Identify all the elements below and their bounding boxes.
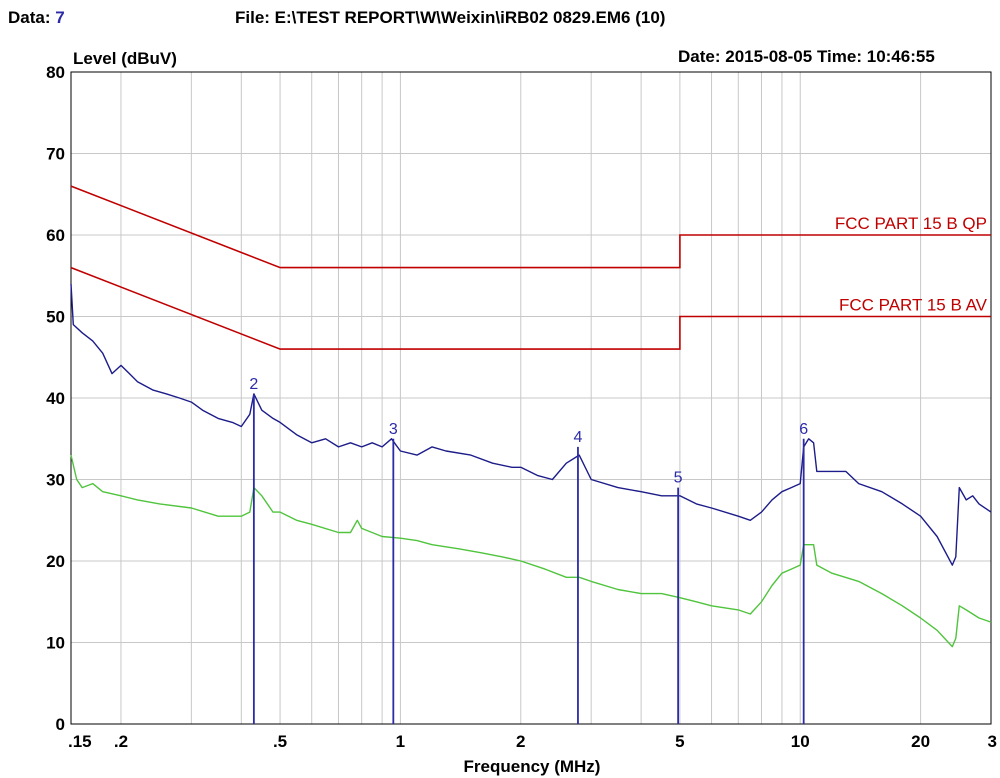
y-tick-label: 60	[46, 226, 65, 245]
y-axis-label: Level (dBuV)	[73, 49, 177, 68]
x-tick-label: 3	[988, 732, 997, 751]
marker-label: 4	[574, 429, 583, 446]
x-tick-label: .5	[273, 732, 287, 751]
x-tick-label: 1	[396, 732, 405, 751]
limit-lines: FCC PART 15 B QP FCC PART 15 B AV	[70, 185, 991, 350]
limit-label: FCC PART 15 B QP	[835, 214, 987, 233]
y-tick-label: 30	[46, 471, 65, 490]
date-value: 2015-08-05	[725, 47, 813, 66]
measurement-trace	[70, 454, 992, 648]
y-tick-label: 50	[46, 308, 65, 327]
limit-line	[70, 185, 991, 269]
data-value: 7	[55, 8, 65, 27]
marker-label: 2	[249, 376, 258, 393]
measurement-traces	[70, 283, 992, 648]
x-tick-label: 5	[675, 732, 684, 751]
y-tick-label: 70	[46, 145, 65, 164]
limit-label: FCC PART 15 B AV	[839, 296, 988, 315]
limit-line	[70, 266, 991, 350]
y-tick-label: 40	[46, 389, 65, 408]
time-value: 10:46:55	[866, 47, 935, 66]
file-path-label: File: E:\TEST REPORT\W\Weixin\iRB02 0829…	[235, 8, 666, 27]
peak-markers: 2 3 4 5 6	[249, 376, 808, 724]
marker-label: 5	[674, 470, 683, 487]
marker-label: 6	[799, 421, 808, 438]
plot-frame	[70, 71, 992, 725]
y-tick-label: 20	[46, 552, 65, 571]
y-tick-label: 80	[46, 63, 65, 82]
grid-lines	[71, 72, 991, 724]
x-tick-label: 20	[911, 732, 930, 751]
date-label: Date:	[678, 47, 721, 66]
x-tick-label: .15	[68, 732, 92, 751]
y-tick-label: 10	[46, 634, 65, 653]
x-tick-label: .2	[114, 732, 128, 751]
data-label: Data:	[8, 8, 51, 27]
y-tick-label: 0	[56, 715, 65, 734]
date-time-label: Date: 2015-08-05 Time: 10:46:55	[678, 47, 935, 67]
data-number-label: Data: 7	[8, 8, 65, 28]
measurement-trace	[70, 283, 992, 566]
marker-label: 3	[389, 421, 398, 438]
time-label: Time:	[816, 47, 862, 66]
x-axis-label: Frequency (MHz)	[464, 757, 601, 776]
axis-ticks: 0 10 20 30 40 50 60 70 80 .15 .2 .5 1 2 5 10 20 3	[46, 63, 997, 751]
x-tick-label: 2	[516, 732, 525, 751]
x-tick-label: 10	[791, 732, 810, 751]
